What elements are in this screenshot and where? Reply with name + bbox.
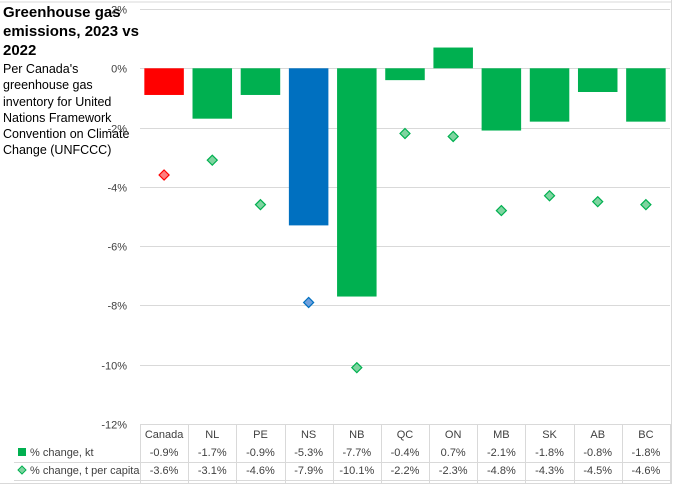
- marker-series: [158, 127, 652, 374]
- marker-nl: [206, 154, 219, 167]
- bar-mb: [481, 68, 522, 131]
- bar-nb: [337, 68, 377, 297]
- bar-sk: [529, 68, 570, 122]
- x-category-label: QC: [397, 429, 414, 441]
- bar-nl: [192, 68, 233, 119]
- marker-ab: [591, 195, 604, 208]
- table-cell-per-capita: -2.2%: [391, 465, 420, 477]
- table-cell-per-capita: -4.8%: [487, 465, 516, 477]
- table-cell-per-capita: -4.6%: [246, 465, 275, 477]
- table-cell-kt: -1.8%: [632, 447, 661, 459]
- marker-qc: [399, 127, 411, 140]
- table-cell-per-capita: -3.1%: [198, 465, 227, 477]
- table-cell-kt: -2.1%: [487, 447, 516, 459]
- x-category-label: Canada: [145, 429, 184, 441]
- x-category-label: NS: [301, 429, 316, 441]
- table-cell-kt: 0.7%: [441, 447, 466, 459]
- y-tick-label: -12%: [101, 420, 127, 432]
- table-cell-per-capita: -7.9%: [294, 465, 323, 477]
- bar-bc: [626, 68, 666, 122]
- table-cell-kt: -0.9%: [150, 447, 179, 459]
- x-category-label: NL: [205, 429, 219, 441]
- table-cell-per-capita: -2.3%: [439, 465, 468, 477]
- x-category-label: NB: [349, 429, 364, 441]
- table-cell-per-capita: -4.5%: [583, 465, 612, 477]
- table-cell-kt: -0.9%: [246, 447, 275, 459]
- marker-bc: [640, 198, 652, 211]
- bar-on: [433, 47, 473, 69]
- y-axis-ticks: 2% 0% -2% -4% -6% -8% -10% -12%: [101, 5, 127, 432]
- table-cell-kt: -5.3%: [294, 447, 323, 459]
- marker-nb: [350, 361, 363, 374]
- marker-mb: [495, 204, 508, 217]
- x-category-label: MB: [493, 429, 510, 441]
- bar-ns: [288, 68, 329, 226]
- legend-diamond-icon: [17, 465, 27, 475]
- marker-sk: [543, 189, 556, 202]
- y-tick-label: -6%: [107, 242, 127, 254]
- legend-square-icon: [18, 448, 26, 456]
- marker-canada: [158, 169, 170, 181]
- bar-canada: [144, 68, 184, 95]
- bar-ab: [577, 68, 618, 92]
- bar-series: [144, 47, 666, 297]
- y-tick-label: -8%: [107, 301, 127, 313]
- table-cell-per-capita: -3.6%: [150, 465, 179, 477]
- bar-pe: [240, 68, 281, 95]
- legend-label-per-capita: % change, t per capita: [30, 465, 140, 477]
- marker-on: [447, 130, 460, 143]
- y-tick-label: -10%: [101, 361, 127, 373]
- x-category-label: AB: [590, 429, 605, 441]
- y-tick-label: -2%: [107, 124, 127, 136]
- table-cell-kt: -0.8%: [583, 447, 612, 459]
- y-tick-label: 0%: [111, 64, 127, 76]
- x-category-label: SK: [542, 429, 557, 441]
- table-cell-per-capita: -10.1%: [339, 465, 374, 477]
- x-category-label: ON: [445, 429, 462, 441]
- marker-pe: [254, 198, 267, 211]
- chart-title: Greenhouse gas emissions, 2023 vs 2022: [3, 4, 139, 59]
- x-category-label: PE: [253, 429, 268, 441]
- table-cell-per-capita: -4.3%: [535, 465, 564, 477]
- marker-ns: [302, 296, 315, 309]
- table-cell-kt: -1.8%: [535, 447, 564, 459]
- table-cell-per-capita: -4.6%: [632, 465, 661, 477]
- bar-qc: [385, 68, 425, 81]
- data-table: Canada -0.9% -3.6% NL -1.7% -3.1% PE -0.9% -4.6%…: [14, 424, 671, 483]
- legend-label-kt: % change, kt: [30, 447, 94, 459]
- y-tick-label: 2%: [111, 5, 127, 17]
- y-tick-label: -4%: [107, 183, 127, 195]
- table-cell-kt: -0.4%: [391, 447, 420, 459]
- table-cell-kt: -7.7%: [342, 447, 371, 459]
- x-category-label: BC: [638, 429, 653, 441]
- chart-subtitle: Per Canada's greenhouse gas inventory fo…: [3, 62, 130, 158]
- table-cell-kt: -1.7%: [198, 447, 227, 459]
